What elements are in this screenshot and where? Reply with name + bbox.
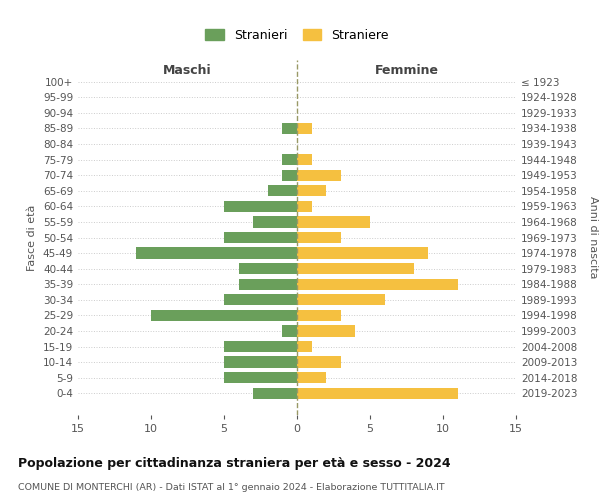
Bar: [297, 356, 341, 368]
Y-axis label: Anni di nascita: Anni di nascita: [589, 196, 598, 279]
Bar: [297, 248, 428, 258]
Bar: [297, 232, 341, 243]
Bar: [297, 388, 458, 399]
Bar: [239, 278, 297, 290]
Bar: [297, 372, 326, 384]
Bar: [224, 341, 297, 352]
Bar: [224, 200, 297, 212]
Legend: Stranieri, Straniere: Stranieri, Straniere: [200, 24, 394, 46]
Bar: [297, 278, 458, 290]
Text: COMUNE DI MONTERCHI (AR) - Dati ISTAT al 1° gennaio 2024 - Elaborazione TUTTITAL: COMUNE DI MONTERCHI (AR) - Dati ISTAT al…: [18, 482, 445, 492]
Bar: [297, 170, 341, 181]
Bar: [283, 170, 297, 181]
Bar: [297, 154, 311, 165]
Bar: [297, 310, 341, 321]
Bar: [253, 216, 297, 228]
Bar: [297, 123, 311, 134]
Bar: [297, 326, 355, 336]
Text: Femmine: Femmine: [374, 64, 439, 78]
Bar: [224, 372, 297, 384]
Bar: [297, 263, 414, 274]
Bar: [224, 294, 297, 306]
Bar: [151, 310, 297, 321]
Bar: [297, 341, 311, 352]
Text: Maschi: Maschi: [163, 64, 212, 78]
Bar: [136, 248, 297, 258]
Y-axis label: Fasce di età: Fasce di età: [28, 204, 37, 270]
Bar: [297, 216, 370, 228]
Bar: [283, 154, 297, 165]
Bar: [253, 388, 297, 399]
Bar: [297, 294, 385, 306]
Bar: [224, 232, 297, 243]
Bar: [224, 356, 297, 368]
Bar: [297, 185, 326, 196]
Bar: [283, 123, 297, 134]
Bar: [283, 326, 297, 336]
Text: Popolazione per cittadinanza straniera per età e sesso - 2024: Popolazione per cittadinanza straniera p…: [18, 458, 451, 470]
Bar: [239, 263, 297, 274]
Bar: [297, 200, 311, 212]
Bar: [268, 185, 297, 196]
